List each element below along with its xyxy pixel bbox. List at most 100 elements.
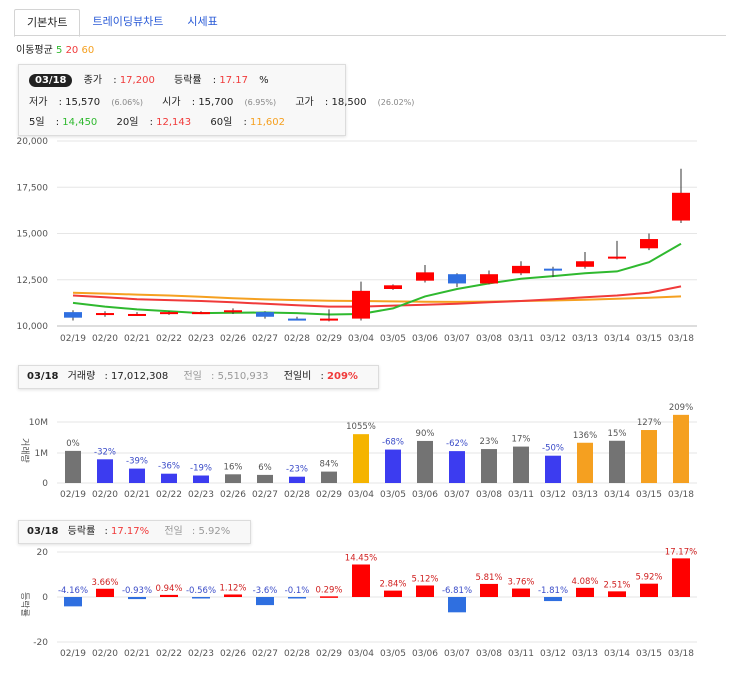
volume-xtick-label: 02/20 bbox=[92, 490, 118, 500]
volume-bar-label: 17% bbox=[512, 435, 531, 445]
volume-bar-label: 127% bbox=[637, 418, 661, 428]
ma60-legend[interactable]: 60 bbox=[81, 45, 95, 56]
change-value: 17.17 bbox=[219, 75, 248, 86]
volume-bar bbox=[417, 440, 433, 483]
price-xtick-label: 02/29 bbox=[316, 334, 342, 344]
volume-bar-label: 6% bbox=[258, 463, 272, 473]
change-bar-label: 5.92% bbox=[635, 573, 662, 583]
change-bar bbox=[160, 594, 178, 597]
change-bar-label: 3.76% bbox=[507, 578, 534, 588]
volume-xtick-label: 02/21 bbox=[124, 490, 150, 500]
volume-bar-label: 0% bbox=[66, 439, 80, 449]
volume-bar bbox=[513, 446, 529, 483]
change-bar-label: 4.08% bbox=[571, 577, 598, 587]
volume-bar-label: 136% bbox=[573, 431, 597, 441]
change-bar-label: -0.56% bbox=[186, 586, 216, 596]
change-bar bbox=[448, 597, 466, 613]
tab-tradingview-chart[interactable]: 트레이딩뷰차트 bbox=[92, 15, 164, 28]
volume-bar bbox=[321, 471, 337, 483]
change-bar-label: 0.29% bbox=[315, 585, 342, 595]
change-xtick-label: 02/21 bbox=[124, 649, 150, 659]
change-xtick-label: 02/23 bbox=[188, 649, 214, 659]
price-ytick-label: 15,000 bbox=[17, 230, 49, 240]
candle-body bbox=[608, 256, 626, 259]
change-bar bbox=[512, 588, 530, 597]
change-xtick-label: 03/04 bbox=[348, 649, 374, 659]
volume-xtick-label: 02/27 bbox=[252, 490, 278, 500]
change-ytick-label: 0 bbox=[42, 593, 48, 603]
tab-price-table[interactable]: 시세표 bbox=[187, 15, 218, 28]
price-xtick-label: 03/15 bbox=[636, 334, 662, 344]
candle-body bbox=[672, 192, 690, 221]
change-bar-label: 0.94% bbox=[155, 584, 182, 594]
volume-bar-label: -62% bbox=[446, 439, 468, 449]
candle-body bbox=[416, 272, 434, 281]
ma-legend-label: 이동평균 bbox=[16, 45, 53, 56]
change-bar bbox=[64, 597, 82, 607]
candle-body bbox=[480, 274, 498, 284]
change-xtick-label: 02/27 bbox=[252, 649, 278, 659]
change-bar-label: -4.16% bbox=[58, 586, 88, 596]
candle-body bbox=[192, 312, 210, 315]
change-bar bbox=[672, 558, 690, 597]
change-bar-label: 2.84% bbox=[379, 580, 406, 590]
change-prev-label: 전일 bbox=[164, 526, 183, 537]
volume-ytick-label: 1M bbox=[35, 449, 49, 459]
price-xtick-label: 03/04 bbox=[348, 334, 374, 344]
change-xtick-label: 03/11 bbox=[508, 649, 534, 659]
volume-bar-label: 23% bbox=[480, 437, 499, 447]
price-xtick-label: 02/20 bbox=[92, 334, 118, 344]
change-bar bbox=[192, 597, 210, 599]
change-bar bbox=[320, 596, 338, 598]
change-xtick-label: 03/13 bbox=[572, 649, 598, 659]
change-prev-value: 5.92% bbox=[198, 526, 231, 537]
tab-basic-chart[interactable]: 기본차트 bbox=[14, 9, 81, 37]
candle-body bbox=[160, 312, 178, 315]
volume-bar bbox=[481, 449, 497, 483]
ma5-legend[interactable]: 5 bbox=[56, 45, 63, 56]
ma20-value: 12,143 bbox=[156, 117, 192, 128]
change-bar-label: 14.45% bbox=[345, 553, 377, 563]
candle-body bbox=[512, 265, 530, 274]
change-ytick-label: 20 bbox=[37, 548, 49, 558]
change-xtick-label: 02/26 bbox=[220, 649, 246, 659]
volume-bar-label: 15% bbox=[608, 429, 627, 439]
volume-bar-label: -32% bbox=[94, 447, 116, 457]
ma60-value: 11,602 bbox=[250, 117, 286, 128]
volume-xtick-label: 03/11 bbox=[508, 490, 534, 500]
volume-xtick-label: 02/26 bbox=[220, 490, 246, 500]
change-bar-label: 5.81% bbox=[475, 573, 502, 583]
volume-bar bbox=[193, 475, 209, 483]
ma20-label: 20일 bbox=[116, 117, 139, 128]
ma5-value: 14,450 bbox=[62, 117, 98, 128]
price-xtick-label: 02/19 bbox=[60, 334, 86, 344]
high-value: 18,500 bbox=[331, 97, 367, 108]
change-unit: % bbox=[259, 75, 269, 86]
change-info-box: 03/18 등락률 : 17.17% 전일 : 5.92% bbox=[18, 520, 252, 544]
change-xtick-label: 03/18 bbox=[668, 649, 694, 659]
change-bar bbox=[544, 597, 562, 602]
volume-xtick-label: 03/18 bbox=[668, 490, 694, 500]
price-xtick-label: 03/14 bbox=[604, 334, 630, 344]
volume-ytick-label: 10M bbox=[29, 418, 48, 428]
candle-body bbox=[96, 313, 114, 316]
change-bar bbox=[576, 587, 594, 597]
candle-body bbox=[352, 290, 370, 319]
change-bar bbox=[608, 591, 626, 597]
change-info-label: 등락률 bbox=[67, 526, 96, 537]
price-xtick-label: 03/13 bbox=[572, 334, 598, 344]
candle-body bbox=[384, 285, 402, 289]
volume-bar-label: 90% bbox=[416, 429, 435, 439]
candle-body bbox=[320, 318, 338, 321]
volume-ratio-label: 전일비 bbox=[283, 371, 312, 382]
volume-value: 17,012,308 bbox=[111, 371, 169, 382]
price-xtick-label: 03/12 bbox=[540, 334, 566, 344]
candle-body bbox=[64, 312, 82, 318]
close-label: 종가 bbox=[83, 75, 103, 86]
change-bar bbox=[480, 583, 498, 597]
change-xtick-label: 02/20 bbox=[92, 649, 118, 659]
price-xtick-label: 03/11 bbox=[508, 334, 534, 344]
volume-xtick-label: 03/06 bbox=[412, 490, 438, 500]
ma20-legend[interactable]: 20 bbox=[65, 45, 79, 56]
